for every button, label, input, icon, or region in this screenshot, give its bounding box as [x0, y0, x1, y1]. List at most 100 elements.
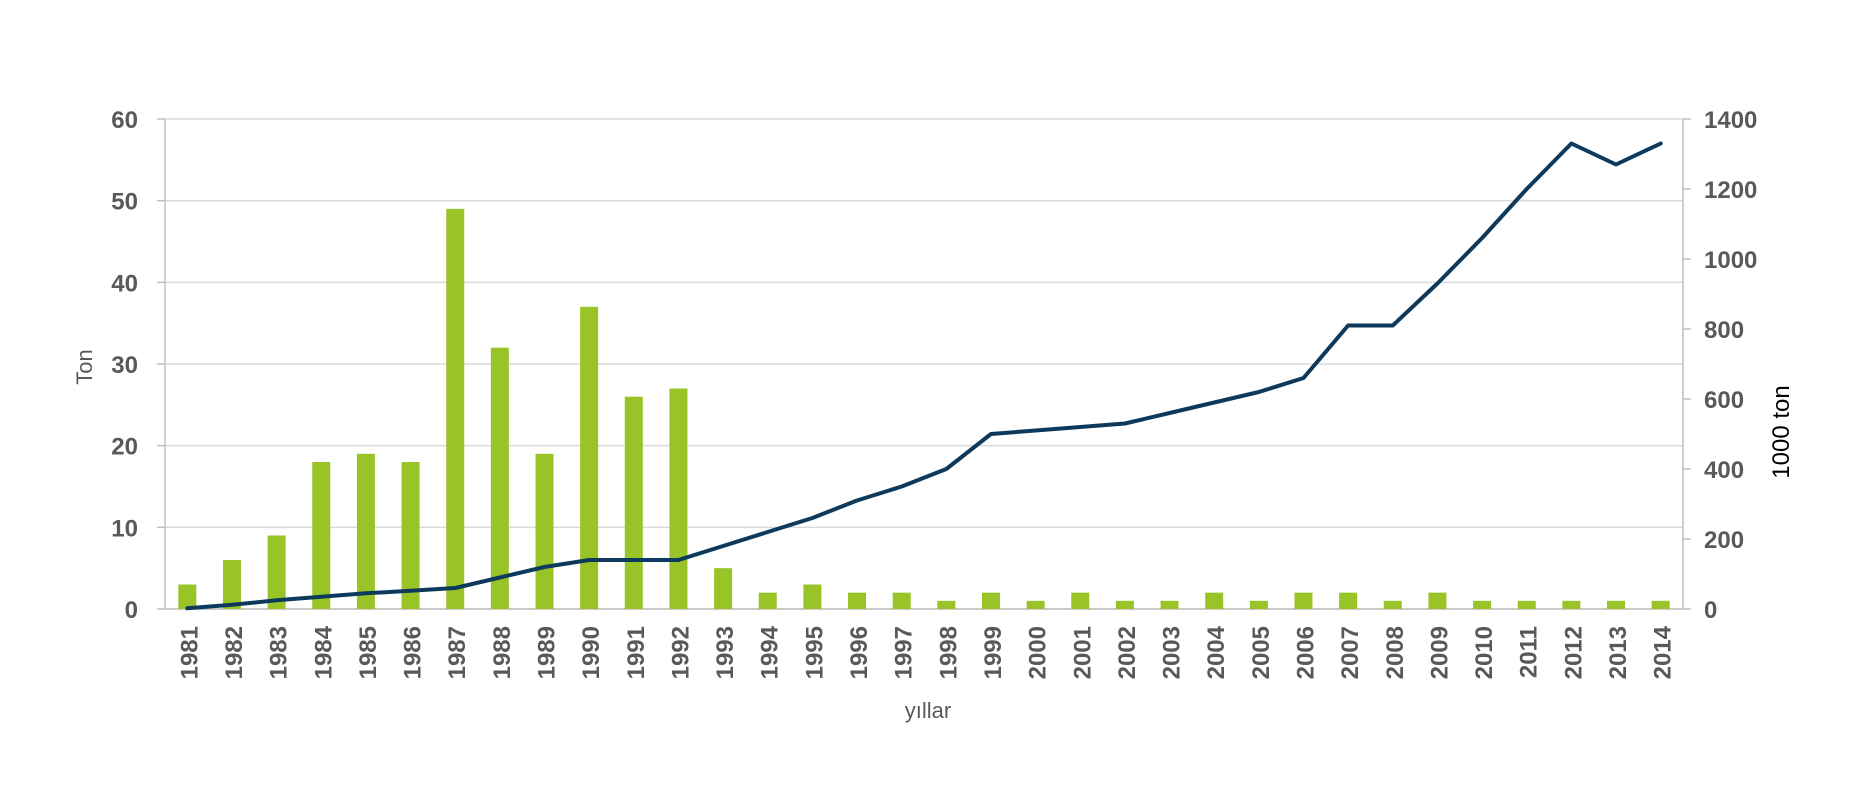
- bar-1993: [714, 568, 733, 609]
- bar-2001: [1071, 592, 1090, 609]
- line-point-2014: [1660, 143, 1661, 144]
- line-path: [185, 141, 1663, 611]
- left-axis-tick-labels: 0 10 20 30 40 50 60: [111, 107, 138, 624]
- right-axis-tick-label: 1400: [1704, 107, 1757, 134]
- line-point-2008: [1392, 325, 1393, 326]
- line-point-2004: [1214, 402, 1215, 403]
- x-tick-label-1982: 1982: [221, 626, 248, 679]
- x-tick-label-1983: 1983: [266, 626, 293, 679]
- line-point-2007: [1348, 325, 1349, 326]
- line-point-1985: [365, 593, 366, 594]
- bar-1992: [669, 388, 688, 609]
- left-axis-tick-label: 30: [111, 352, 138, 379]
- line-point-2011: [1526, 189, 1527, 190]
- bar-2013: [1607, 600, 1626, 609]
- line-point-2005: [1258, 392, 1259, 393]
- y-axis-title: Ton: [72, 349, 97, 384]
- bar-1989: [535, 453, 554, 609]
- x-tick-label-2007: 2007: [1337, 626, 1364, 679]
- line-point-1992: [678, 560, 679, 561]
- x-tick-label-1998: 1998: [935, 626, 962, 679]
- line-point-1984: [321, 596, 322, 597]
- left-axis-tick-label: 10: [111, 515, 138, 542]
- bar-1981: [178, 584, 197, 609]
- x-axis-title: yıllar: [905, 698, 951, 723]
- bar-1986: [401, 462, 420, 609]
- y2-axis-title: 1000 ton: [1768, 385, 1795, 478]
- bar-1985: [356, 453, 375, 609]
- right-axis-tick-label: 800: [1704, 317, 1744, 344]
- bar-2011: [1517, 600, 1536, 609]
- bar-2007: [1339, 592, 1358, 609]
- right-axis-tick-label: 1000: [1704, 247, 1757, 274]
- x-tick-label-1989: 1989: [534, 626, 561, 679]
- x-tick-label-1994: 1994: [757, 625, 784, 679]
- bar-1994: [758, 592, 777, 609]
- line-point-2002: [1124, 423, 1125, 424]
- bar-1996: [848, 592, 867, 609]
- bar-2014: [1651, 600, 1670, 609]
- line-point-1995: [812, 518, 813, 519]
- bar-1983: [267, 535, 286, 609]
- left-axis-tick-label: 50: [111, 189, 138, 216]
- line-point-2000: [1035, 430, 1036, 431]
- line-point-2003: [1169, 413, 1170, 414]
- line-point-1990: [589, 560, 590, 561]
- x-tick-label-2005: 2005: [1248, 626, 1275, 679]
- bar-2009: [1428, 592, 1447, 609]
- x-tick-label-1987: 1987: [444, 626, 471, 679]
- left-axis-tick-label: 20: [111, 434, 138, 461]
- x-tick-label-1985: 1985: [355, 626, 382, 679]
- x-tick-label-2014: 2014: [1650, 625, 1677, 679]
- grid-lines: [157, 118, 1691, 610]
- x-tick-label-2001: 2001: [1069, 626, 1096, 679]
- bar-2005: [1249, 600, 1268, 609]
- bar-2003: [1160, 600, 1179, 609]
- line-point-1981: [187, 608, 188, 609]
- x-tick-label-1997: 1997: [891, 626, 918, 679]
- x-tick-label-1990: 1990: [578, 626, 605, 679]
- x-tick-label-1999: 1999: [980, 626, 1007, 679]
- line-point-1987: [455, 588, 456, 589]
- line-point-1997: [901, 486, 902, 487]
- x-tick-label-1988: 1988: [489, 626, 516, 679]
- line-point-2006: [1303, 378, 1304, 379]
- line-point-1998: [946, 469, 947, 470]
- bar-2000: [1026, 600, 1045, 609]
- bar-series: [178, 208, 1670, 610]
- x-tick-label-1993: 1993: [712, 626, 739, 679]
- bar-2004: [1205, 592, 1224, 609]
- left-axis-tick-label: 40: [111, 270, 138, 297]
- line-point-2012: [1571, 143, 1572, 144]
- line-point-1989: [544, 567, 545, 568]
- line-point-1988: [499, 577, 500, 578]
- x-axis-tick-labels: 1981 1982 1983 1984 1985 1986 1987 1988 1989 1990…: [176, 625, 1676, 679]
- bar-2006: [1294, 592, 1313, 609]
- x-tick-label-1995: 1995: [801, 626, 828, 679]
- line-point-1994: [767, 532, 768, 533]
- right-axis-tick-label: 400: [1704, 457, 1744, 484]
- x-tick-label-1996: 1996: [846, 626, 873, 679]
- line-point-1983: [276, 600, 277, 601]
- bar-1988: [490, 347, 509, 609]
- left-axis-tick-label: 0: [125, 597, 138, 624]
- line-point-2010: [1482, 238, 1483, 239]
- x-tick-label-2011: 2011: [1516, 626, 1543, 678]
- bar-1987: [446, 208, 465, 610]
- bar-1999: [981, 592, 1000, 609]
- right-axis-tick-label: 0: [1704, 597, 1717, 624]
- x-tick-label-2002: 2002: [1114, 626, 1141, 679]
- bar-1982: [222, 560, 241, 609]
- bar-1984: [312, 462, 331, 609]
- line-point-2001: [1080, 427, 1081, 428]
- x-tick-label-1984: 1984: [310, 625, 337, 679]
- x-tick-label-2000: 2000: [1025, 626, 1052, 679]
- bar-1990: [580, 306, 599, 609]
- line-point-1986: [410, 590, 411, 591]
- right-axis-tick-label: 600: [1704, 387, 1744, 414]
- x-tick-label-1981: 1981: [176, 626, 203, 679]
- x-tick-label-1992: 1992: [667, 626, 694, 679]
- bar-2008: [1383, 600, 1402, 609]
- x-tick-label-1986: 1986: [400, 626, 427, 679]
